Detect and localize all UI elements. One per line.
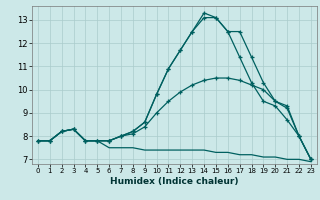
X-axis label: Humidex (Indice chaleur): Humidex (Indice chaleur) [110, 177, 239, 186]
